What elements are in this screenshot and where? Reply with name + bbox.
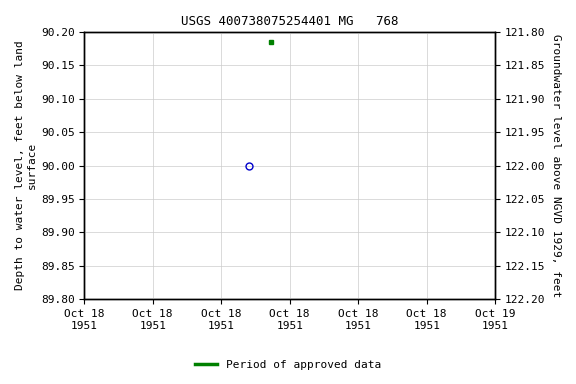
Y-axis label: Groundwater level above NGVD 1929, feet: Groundwater level above NGVD 1929, feet <box>551 34 561 297</box>
Y-axis label: Depth to water level, feet below land
surface: Depth to water level, feet below land su… <box>15 41 37 290</box>
Legend: Period of approved data: Period of approved data <box>191 356 385 375</box>
Title: USGS 400738075254401 MG   768: USGS 400738075254401 MG 768 <box>181 15 399 28</box>
